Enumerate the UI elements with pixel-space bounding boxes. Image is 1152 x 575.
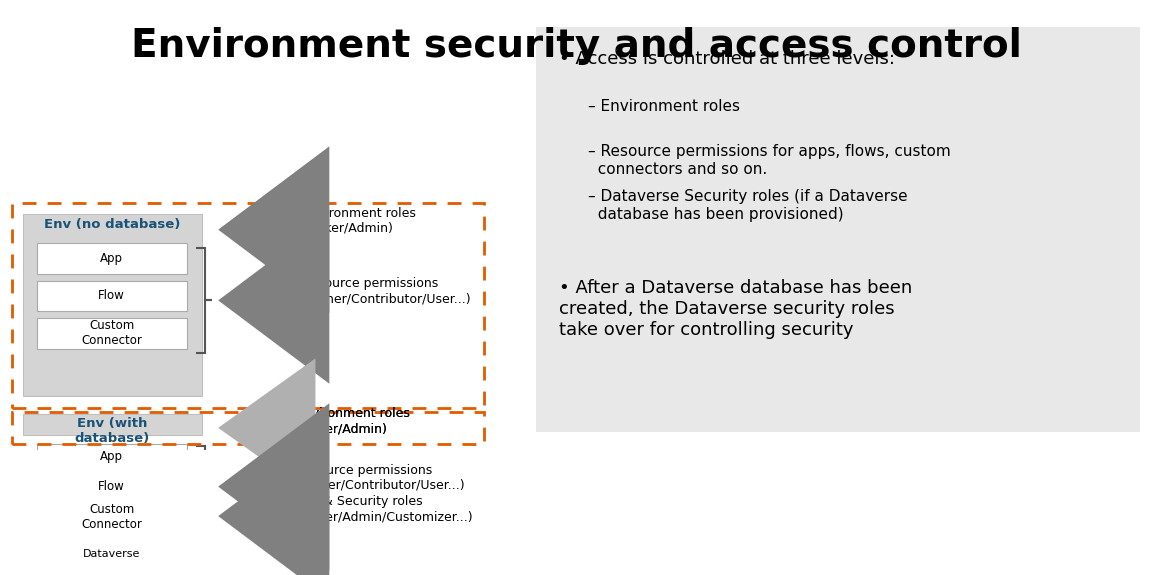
Circle shape: [105, 535, 119, 540]
Text: App: App: [100, 450, 123, 463]
Text: – Dataverse Security roles (if a Dataverse
  database has been provisioned): – Dataverse Security roles (if a Dataver…: [588, 189, 907, 221]
Text: Dataverse: Dataverse: [83, 549, 141, 559]
Text: Env (with
database): Env (with database): [75, 416, 150, 444]
FancyBboxPatch shape: [536, 27, 1140, 432]
Text: Flow: Flow: [98, 480, 126, 493]
Text: – Resource permissions for apps, flows, custom
  connectors and so on.: – Resource permissions for apps, flows, …: [588, 144, 950, 177]
Text: Custom
Connector: Custom Connector: [82, 503, 142, 531]
FancyBboxPatch shape: [23, 214, 202, 396]
FancyBboxPatch shape: [37, 443, 187, 469]
Text: • After a Dataverse database has been
created, the Dataverse security roles
take: • After a Dataverse database has been cr…: [559, 279, 912, 339]
Text: – Environment roles: – Environment roles: [588, 99, 740, 114]
Text: Environment roles
(Maker/Admin): Environment roles (Maker/Admin): [302, 206, 416, 235]
FancyBboxPatch shape: [37, 281, 187, 311]
FancyBboxPatch shape: [37, 318, 187, 348]
Text: Resource permissions
(Owner/Contributor/User...): Resource permissions (Owner/Contributor/…: [296, 463, 465, 492]
Text: Env & Security roles
(Maker/Admin/Customizer...): Env & Security roles (Maker/Admin/Custom…: [296, 495, 473, 523]
Text: Environment security and access control: Environment security and access control: [130, 27, 1022, 65]
Text: Custom
Connector: Custom Connector: [82, 319, 142, 347]
Text: Env (no database): Env (no database): [44, 218, 181, 231]
FancyBboxPatch shape: [23, 415, 202, 435]
Text: Environment roles
(Maker/Admin): Environment roles (Maker/Admin): [296, 407, 410, 435]
Circle shape: [91, 530, 132, 546]
Text: Environment roles
(Maker/Admin): Environment roles (Maker/Admin): [296, 407, 410, 435]
Text: Flow: Flow: [98, 289, 126, 302]
FancyBboxPatch shape: [37, 474, 187, 500]
Text: • Access is controlled at three levels:: • Access is controlled at three levels:: [559, 49, 895, 67]
Circle shape: [100, 534, 123, 542]
Text: Resource permissions
(Owner/Contributor/User...): Resource permissions (Owner/Contributor/…: [302, 277, 471, 305]
FancyBboxPatch shape: [37, 504, 187, 530]
FancyBboxPatch shape: [37, 243, 187, 274]
Text: App: App: [100, 252, 123, 265]
